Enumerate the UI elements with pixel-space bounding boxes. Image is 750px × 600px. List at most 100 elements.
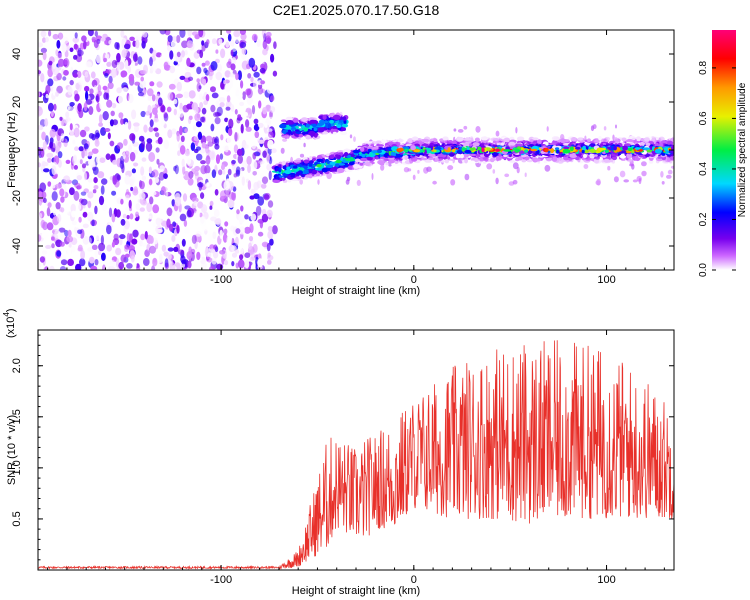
- heatmap-cell: [215, 179, 222, 189]
- heatmap-cell: [126, 263, 133, 269]
- heatmap-cell: [38, 142, 41, 148]
- heatmap-cell: [613, 176, 619, 183]
- heatmap-cell: [240, 123, 244, 134]
- heatmap-cell: [55, 106, 63, 117]
- heatmap-cell: [73, 127, 80, 138]
- heatmap-cell: [75, 203, 82, 212]
- heatmap-cell: [336, 124, 342, 128]
- heatmap-cell: [334, 163, 340, 168]
- heatmap-cell: [106, 99, 113, 108]
- heatmap-cell: [135, 203, 141, 211]
- heatmap-cell: [49, 265, 55, 270]
- heatmap-cell: [267, 225, 273, 232]
- heatmap-cell: [231, 191, 237, 202]
- heatmap-cell: [63, 118, 69, 124]
- heatmap-cell: [271, 148, 277, 154]
- heatmap-cell: [72, 139, 76, 145]
- heatmap-cell: [128, 93, 134, 104]
- heatmap-cell: [244, 252, 251, 258]
- heatmap-cell: [83, 102, 88, 112]
- heatmap-cell: [303, 142, 306, 148]
- heatmap-cell: [613, 145, 617, 151]
- heatmap-cell: [69, 123, 73, 131]
- heatmap-cell: [176, 132, 180, 142]
- heatmap-cell: [475, 125, 481, 133]
- heatmap-cell: [257, 196, 265, 206]
- heatmap-cell: [206, 182, 210, 187]
- heatmap-cell: [226, 95, 231, 103]
- heatmap-cell: [239, 101, 245, 107]
- heatmap-cell: [129, 133, 136, 141]
- heatmap-cell: [67, 258, 74, 266]
- heatmap-cell: [187, 76, 194, 82]
- heatmap-cell: [118, 261, 125, 270]
- heatmap-cell: [59, 266, 67, 270]
- heatmap-cell: [295, 131, 302, 134]
- heatmap-cell: [104, 72, 109, 78]
- heatmap-cell: [48, 102, 54, 112]
- heatmap-cell: [340, 152, 344, 156]
- heatmap-cell: [651, 137, 656, 142]
- heatmap-cell: [353, 136, 356, 142]
- heatmap-cell: [252, 93, 259, 100]
- heatmap-cell: [195, 121, 202, 128]
- heatmap-cell: [196, 78, 200, 83]
- heatmap-cell: [172, 221, 177, 227]
- heatmap-cell: [176, 93, 183, 99]
- heatmap-cell: [571, 137, 577, 142]
- heatmap-cell: [195, 231, 202, 237]
- heatmap-cell: [129, 36, 135, 41]
- heatmap-cell: [209, 248, 216, 254]
- heatmap-cell: [262, 150, 267, 158]
- heatmap-cell: [555, 147, 560, 151]
- heatmap-cell: [73, 190, 80, 201]
- heatmap-cell: [212, 250, 219, 259]
- heatmap-cell: [219, 153, 224, 160]
- heatmap-cell: [150, 191, 157, 196]
- heatmap-cell: [197, 131, 203, 140]
- heatmap-cell: [169, 65, 176, 74]
- heatmap-cell: [54, 229, 61, 239]
- heatmap-cell: [56, 213, 62, 223]
- heatmap-cell: [132, 229, 139, 238]
- heatmap-cell: [515, 149, 521, 152]
- heatmap-cell: [65, 111, 70, 119]
- heatmap-cell: [219, 250, 226, 255]
- heatmap-cell: [329, 119, 334, 124]
- heatmap-cell: [278, 167, 282, 173]
- heatmap-cell: [41, 250, 48, 255]
- heatmap-cell: [464, 149, 472, 154]
- heatmap-cell: [201, 225, 208, 232]
- heatmap-cell: [214, 138, 218, 144]
- heatmap-cell: [607, 146, 612, 150]
- heatmap-cell: [84, 71, 89, 78]
- heatmap-cell: [114, 42, 119, 50]
- heatmap-cell: [550, 148, 555, 154]
- y-tick-label: 0.5: [11, 511, 23, 526]
- heatmap-cell: [176, 224, 180, 234]
- heatmap-cell: [596, 178, 601, 186]
- heatmap-cell: [295, 176, 302, 180]
- heatmap-cell: [208, 233, 213, 242]
- heatmap-cell: [44, 36, 49, 43]
- heatmap-cell: [160, 117, 166, 127]
- x-tick-label: -100: [210, 574, 232, 586]
- heatmap-cell: [188, 171, 194, 179]
- heatmap-cell: [159, 253, 163, 262]
- heatmap-cell: [151, 94, 156, 102]
- heatmap-cell: [106, 61, 112, 67]
- heatmap-cell: [412, 174, 416, 180]
- heatmap-cell: [247, 164, 251, 174]
- heatmap-cell: [77, 184, 82, 190]
- heatmap-cell: [512, 179, 518, 185]
- heatmap-cell: [215, 217, 222, 226]
- heatmap-cell: [623, 179, 629, 183]
- heatmap-cell: [82, 223, 89, 229]
- heatmap-cell: [124, 43, 131, 50]
- heatmap-cell: [265, 31, 272, 38]
- heatmap-cell: [230, 39, 235, 47]
- heatmap-cell: [160, 53, 168, 61]
- heatmap-cell: [168, 83, 176, 90]
- heatmap-cell: [85, 61, 93, 68]
- heatmap-cell: [196, 82, 201, 92]
